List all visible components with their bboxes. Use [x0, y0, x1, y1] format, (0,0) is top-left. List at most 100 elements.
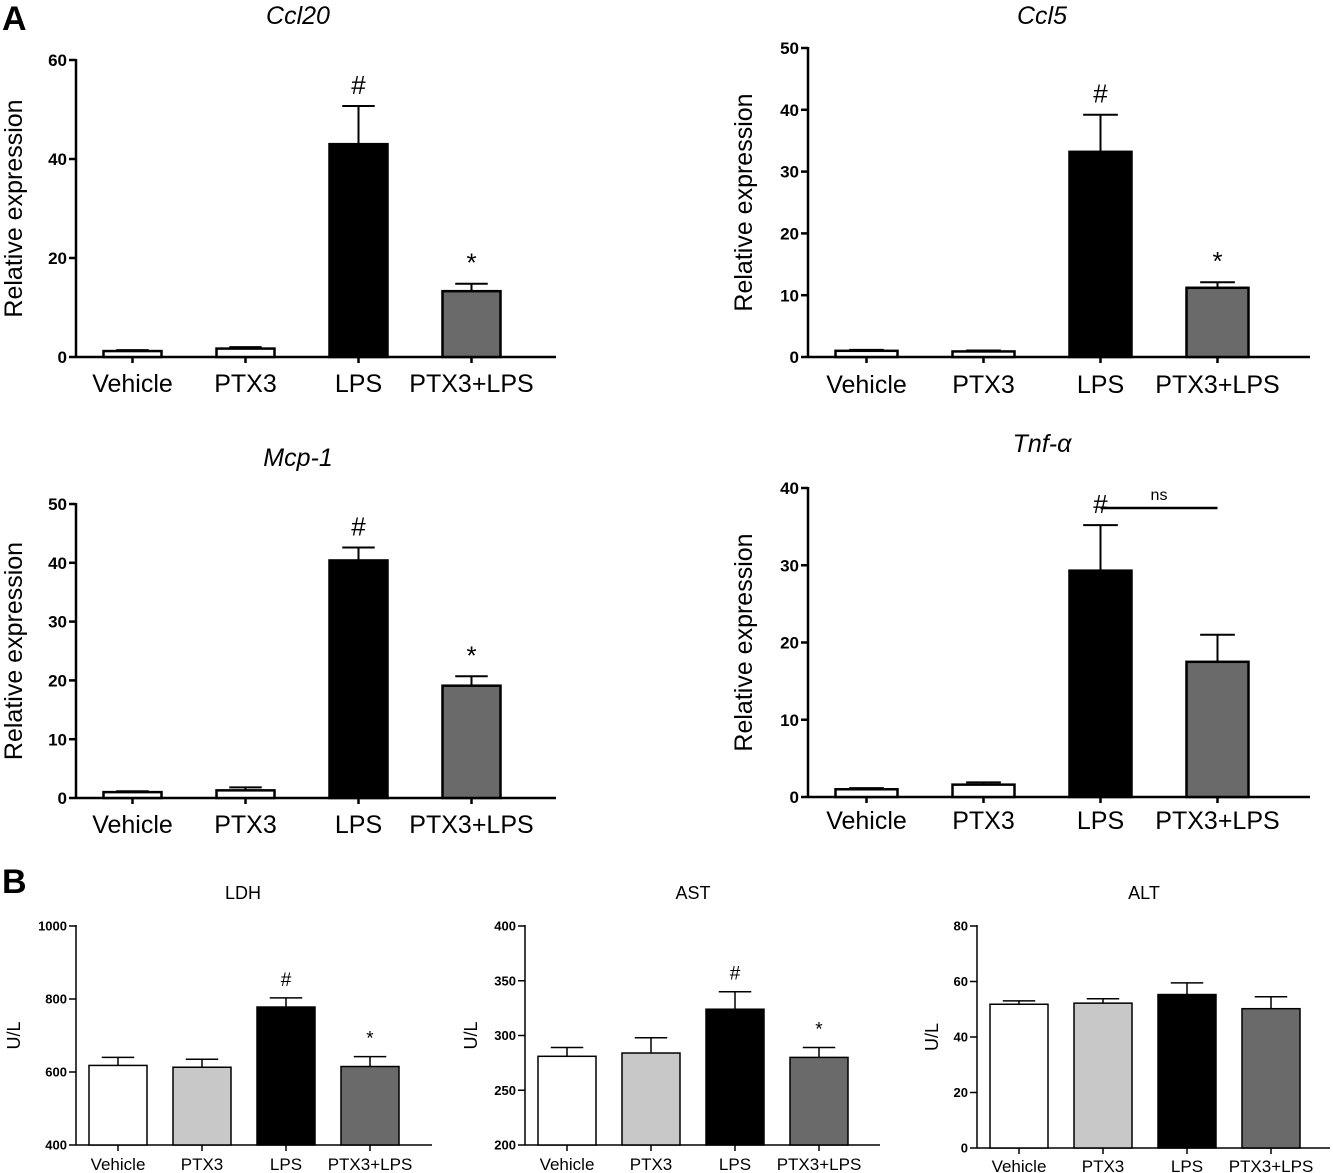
significance-mark: #: [281, 970, 292, 991]
x-tick-label: PTX3+LPS: [777, 1155, 862, 1173]
significance-mark: *: [366, 1029, 374, 1050]
y-tick-label: 60: [954, 974, 968, 989]
bar-ptx3: [951, 350, 1016, 359]
significance-mark: *: [815, 1020, 823, 1041]
y-tick-label: 60: [48, 51, 67, 70]
x-tick-label: Vehicle: [91, 1155, 146, 1173]
bar-lps: [328, 559, 389, 800]
bar-lps: [256, 1006, 316, 1146]
y-tick-label: 0: [961, 1141, 968, 1156]
y-tick-label: 40: [780, 479, 799, 498]
chart-3: Mcp-1 Relative expression 0 10 20 30 40 50 Vehic…: [0, 444, 556, 839]
y-tick-label: 20: [48, 249, 67, 268]
x-tick-label: Vehicle: [992, 1157, 1047, 1173]
x-tick-label: Vehicle: [540, 1155, 595, 1173]
bar-lps: [1068, 150, 1133, 359]
chart-4: Tnf-α Relative expression 0 10 20 30 40 Vehicle…: [730, 430, 1310, 835]
y-tick-label: 0: [790, 788, 799, 807]
chart-title: Ccl5: [1017, 2, 1067, 30]
x-tick-label: LPS: [270, 1155, 302, 1173]
x-tick-label: PTX3: [214, 811, 277, 839]
x-tick-label: LPS: [1171, 1157, 1203, 1173]
y-tick-label: 50: [780, 39, 799, 58]
y-tick-label: 20: [954, 1085, 968, 1100]
x-tick-label: PTX3: [630, 1155, 673, 1173]
y-tick-label: 80: [954, 919, 968, 934]
x-tick-label: PTX3+LPS: [1155, 807, 1279, 835]
panel-letter-b: B: [2, 863, 27, 901]
y-tick-label: 30: [780, 556, 799, 575]
panel-letter-a: A: [2, 0, 27, 38]
y-tick-label: 20: [780, 634, 799, 653]
significance-mark: *: [1212, 246, 1222, 276]
x-tick-label: PTX3: [214, 370, 277, 398]
x-tick-label: LPS: [719, 1155, 751, 1173]
bar-vehicle: [537, 1055, 597, 1146]
y-tick-label: 30: [780, 163, 799, 182]
bar-lps: [1068, 569, 1133, 799]
bar-vehicle: [989, 1003, 1049, 1149]
x-tick-label: PTX3+LPS: [409, 811, 533, 839]
y-tick-label: 200: [494, 1138, 516, 1153]
bar-vehicle: [88, 1064, 148, 1146]
significance-mark: #: [730, 964, 741, 985]
bar-ptx3: [621, 1052, 681, 1146]
significance-mark: *: [466, 640, 476, 670]
x-tick-label: Vehicle: [826, 371, 907, 399]
significance-mark: #: [1093, 79, 1108, 109]
y-tick-label: 1000: [38, 919, 67, 934]
y-tick-label: 10: [780, 711, 799, 730]
y-tick-label: 0: [790, 348, 799, 367]
y-tick-label: 20: [48, 672, 67, 691]
y-tick-label: 40: [780, 101, 799, 120]
x-tick-label: LPS: [1077, 807, 1124, 835]
y-tick-label: 0: [58, 789, 67, 808]
y-tick-label: 40: [48, 554, 67, 573]
y-tick-label: 350: [494, 973, 516, 988]
significance-mark: #: [351, 512, 366, 542]
y-axis-label: U/L: [4, 1021, 24, 1049]
bar-ptx3: [215, 789, 276, 800]
y-tick-label: 30: [48, 613, 67, 632]
y-tick-label: 250: [494, 1083, 516, 1098]
bar-lps: [328, 142, 389, 359]
bar-lps: [705, 1008, 765, 1146]
significance-mark: #: [351, 70, 366, 100]
chart-title: Ccl20: [266, 2, 330, 30]
chart-title: LDH: [225, 883, 261, 903]
x-tick-label: Vehicle: [92, 370, 173, 398]
significance-mark: *: [466, 248, 476, 278]
x-tick-label: Vehicle: [826, 807, 907, 835]
bar-vehicle: [102, 349, 163, 359]
y-axis-label: Relative expression: [730, 533, 758, 751]
x-tick-label: PTX3: [181, 1155, 224, 1173]
bar-vehicle: [834, 349, 899, 359]
bar-ptx3-lps: [1241, 1007, 1301, 1149]
y-axis-label: Relative expression: [730, 93, 758, 311]
x-tick-label: PTX3: [952, 807, 1015, 835]
y-axis-label: Relative expression: [0, 542, 28, 760]
y-tick-label: 400: [494, 919, 516, 934]
y-tick-label: 400: [45, 1138, 67, 1153]
y-tick-label: 300: [494, 1028, 516, 1043]
x-tick-label: LPS: [1077, 371, 1124, 399]
y-tick-label: 20: [780, 225, 799, 244]
significance-mark: #: [1093, 489, 1108, 519]
bar-ptx3-lps: [340, 1065, 400, 1146]
bar-ptx3-lps: [789, 1056, 849, 1146]
y-axis-label: Relative expression: [0, 99, 28, 317]
y-tick-label: 600: [45, 1065, 67, 1080]
x-tick-label: PTX3: [1082, 1157, 1125, 1173]
x-tick-label: LPS: [335, 370, 382, 398]
chart-title: ALT: [1128, 883, 1160, 903]
chart-title: AST: [675, 883, 710, 903]
chart-1: Ccl20 Relative expression 0 20 40 60 Vehicle PT…: [0, 2, 556, 398]
bar-ptx3: [172, 1066, 232, 1146]
bar-lps: [1157, 993, 1217, 1149]
y-tick-label: 50: [48, 495, 67, 514]
chart-title: Mcp-1: [263, 444, 332, 472]
y-tick-label: 10: [780, 286, 799, 305]
x-tick-label: PTX3+LPS: [1229, 1157, 1314, 1173]
